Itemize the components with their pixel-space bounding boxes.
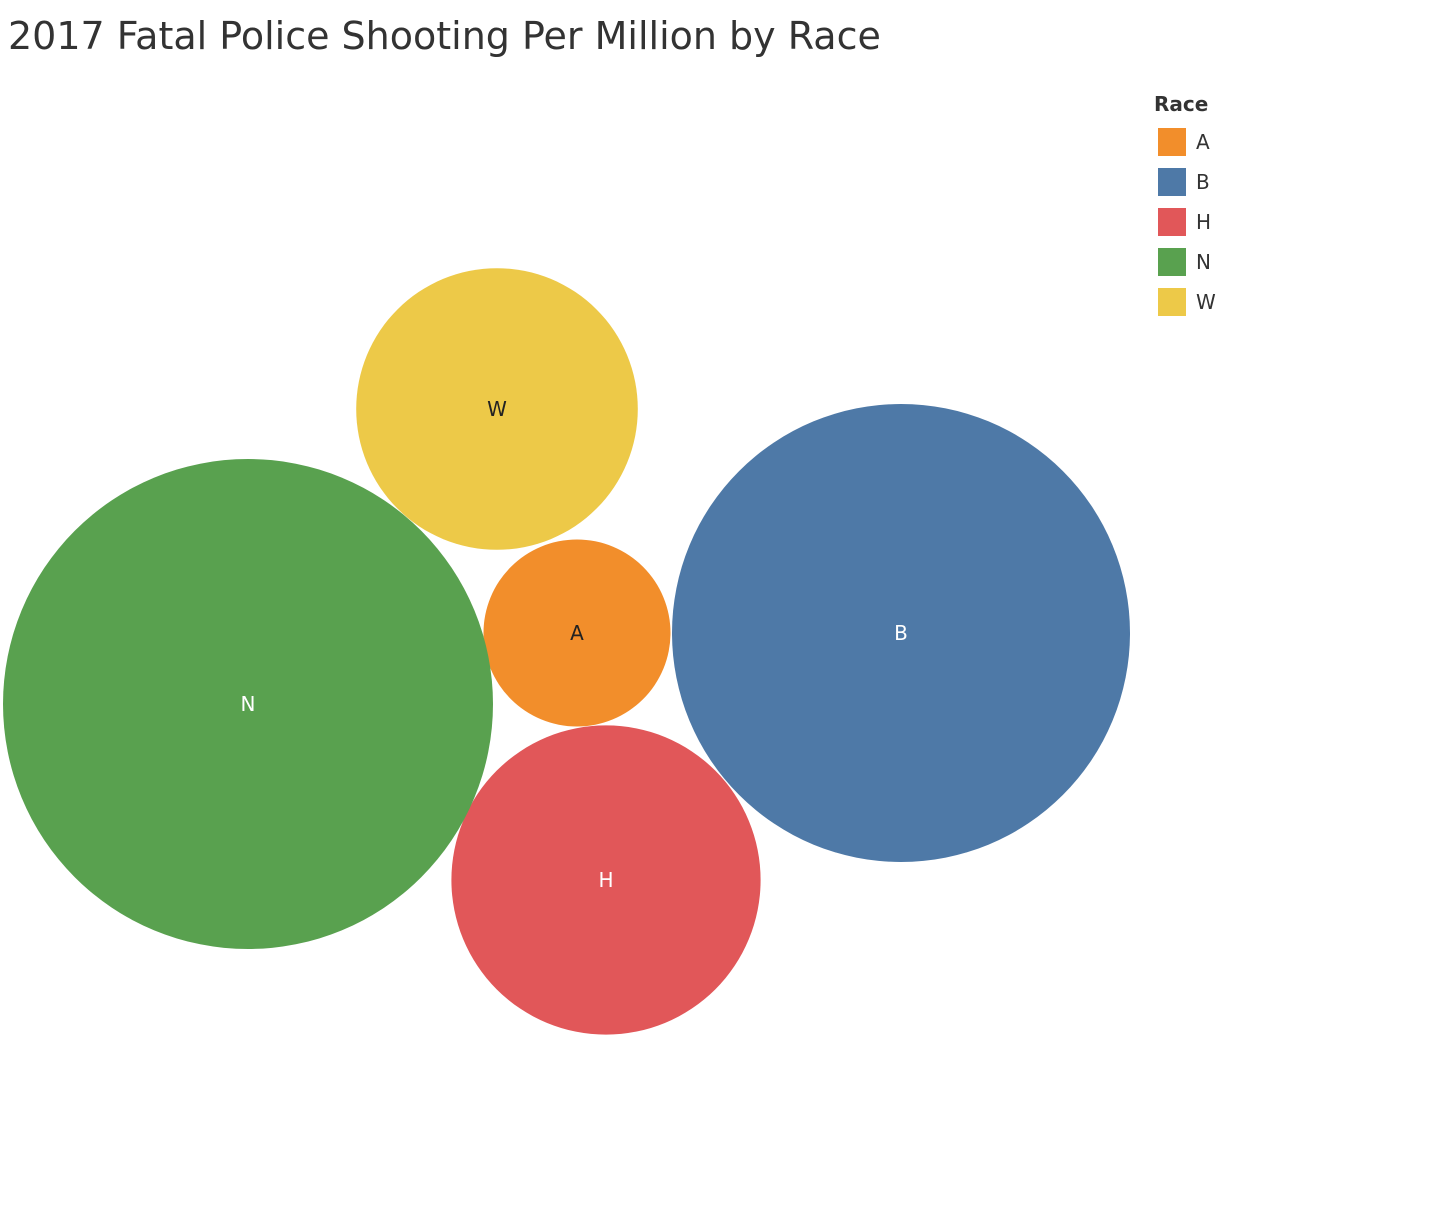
- legend-swatch-w: [1158, 288, 1186, 316]
- legend-swatch-a: [1158, 128, 1186, 156]
- bubble-n[interactable]: [3, 459, 493, 949]
- legend-swatch-n: [1158, 248, 1186, 276]
- legend-label-a: A: [1196, 130, 1210, 154]
- bubble-label-n: N: [241, 692, 256, 716]
- legend-item-h[interactable]: H: [1154, 202, 1216, 242]
- legend-item-a[interactable]: A: [1154, 122, 1216, 162]
- bubble-w[interactable]: [356, 268, 638, 550]
- legend-item-w[interactable]: W: [1154, 282, 1216, 322]
- bubble-a[interactable]: [483, 539, 671, 727]
- legend-title: Race: [1154, 92, 1209, 116]
- legend-item-n[interactable]: N: [1154, 242, 1216, 282]
- bubble-label-a: A: [570, 621, 584, 645]
- bubble-label-w: W: [487, 397, 507, 421]
- bubble-label-h: H: [598, 868, 613, 892]
- legend-label-b: B: [1196, 170, 1210, 194]
- legend-swatch-b: [1158, 168, 1186, 196]
- legend-label-w: W: [1196, 290, 1216, 314]
- legend-swatch-h: [1158, 208, 1186, 236]
- chart-title: 2017 Fatal Police Shooting Per Million b…: [8, 14, 881, 58]
- bubble-label-b: B: [894, 621, 908, 645]
- bubble-h[interactable]: [451, 725, 761, 1035]
- legend-item-b[interactable]: B: [1154, 162, 1216, 202]
- legend-label-n: N: [1196, 250, 1211, 274]
- bubble-b[interactable]: [672, 404, 1130, 862]
- legend-label-h: H: [1196, 210, 1212, 234]
